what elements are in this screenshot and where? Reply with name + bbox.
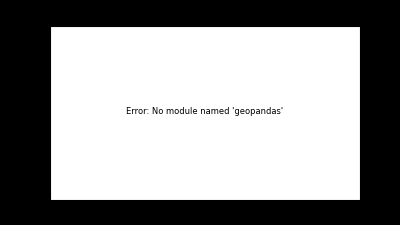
Text: Error: No module named 'geopandas': Error: No module named 'geopandas' [126, 107, 284, 116]
